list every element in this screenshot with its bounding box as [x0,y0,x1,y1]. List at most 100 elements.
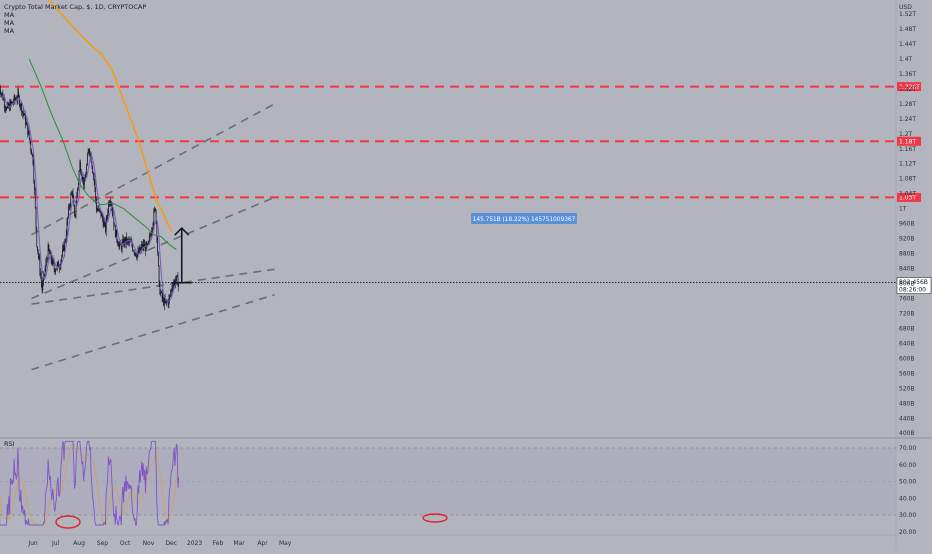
candle-body [171,290,172,294]
candle-body [107,217,108,219]
candle-body [158,252,159,265]
price-tick-label: 960B [899,221,915,228]
candle-body [116,230,117,237]
time-tick-label: Mar [233,540,245,547]
candle-body [160,292,161,294]
candle-body [173,284,174,288]
candle-body [124,239,125,246]
rsi-tick-label: 20.00 [899,529,916,536]
time-tick-label: Nov [143,540,155,547]
indicator-ma-1[interactable]: MA [4,11,146,19]
candle-body [106,219,107,232]
time-tick-label: Feb [213,540,224,547]
rsi-band [0,448,896,515]
candle-body [45,269,46,275]
candle-body [155,208,156,210]
candle-body [33,164,34,181]
price-tick-label: 1.08T [899,176,916,183]
candle-body [145,245,146,251]
candle-body [119,245,120,247]
candle-body [26,123,27,125]
price-tick-label: 1.16T [899,146,916,153]
candle-body [114,226,115,227]
candle-body [2,93,3,100]
candle-body [32,154,33,155]
candle-body [133,250,134,251]
candle-body [149,236,150,240]
candle-body [21,103,22,106]
candle-body [75,214,76,216]
candle-body [141,245,142,248]
measure-label: 145.751B (18.22%) 145751009367 [473,217,576,223]
price-tick-label: 1.2T [899,131,913,138]
price-tick-label: 400B [899,430,915,437]
candle-body [84,181,85,185]
price-tick-label: 760B [899,295,915,302]
candle-body [152,228,153,231]
candle-body [150,236,151,237]
candle-body [49,250,50,254]
time-tick-label: Sep [97,540,109,547]
candle-body [5,107,6,109]
candle-body [159,266,160,283]
candle-body [64,246,65,251]
rsi-tick-label: 70.00 [899,445,916,452]
time-tick-label: Dec [165,540,177,547]
candle-body [147,244,148,245]
candle-body [104,222,105,223]
price-tick-label: 1.28T [899,101,916,108]
chart-title: Crypto Total Market Cap, $, 1D, CRYPTOCA… [4,3,146,11]
time-tick-label: Oct [120,540,131,547]
price-tick-label: 1.12T [899,161,916,168]
candle-body [70,195,71,205]
price-tick-label: 600B [899,355,915,362]
candle-body [65,240,66,242]
price-tick-label: 1.48T [899,26,916,33]
indicator-ma-2[interactable]: MA [4,19,146,27]
candle-body [30,138,31,142]
candle-body [35,191,36,208]
price-tick-label: 800B [899,281,915,288]
candle-body [98,210,99,211]
candle-body [169,295,170,298]
candle-body [159,283,160,295]
candle-body [21,103,22,112]
candle-body [164,298,165,305]
price-tick-label: 680B [899,325,915,332]
candle-body [79,162,80,171]
candle-body [11,101,12,103]
candle-body [103,219,104,226]
candle-body [31,150,32,155]
candle-body [79,171,80,182]
candle-body [61,256,62,260]
time-tick-label: Jul [51,540,60,547]
candle-body [178,283,179,286]
candle-body [163,297,164,305]
price-tick-label: 560B [899,370,915,377]
last-price-countdown: 08:26:00 [899,287,926,294]
candle-body [20,106,21,107]
candle-body [148,241,149,244]
candle-body [172,289,173,290]
candle-body [82,177,83,179]
candle-body [73,197,74,206]
candle-body [66,234,67,239]
candle-body [23,111,24,113]
price-tick-label: 480B [899,400,915,407]
candle-body [117,240,118,244]
candle-body [40,273,41,276]
candle-body [113,218,114,227]
candle-body [71,193,72,195]
candle-body [24,114,25,115]
candle-body [49,245,50,250]
candle-body [62,249,63,256]
indicator-ma-3[interactable]: MA [4,27,146,35]
candle-body [90,154,91,155]
candle-body [58,262,59,264]
candle-body [2,93,3,94]
price-tick-label: 520B [899,385,915,392]
candle-body [46,260,47,262]
rsi-tick-label: 50.00 [899,479,916,486]
